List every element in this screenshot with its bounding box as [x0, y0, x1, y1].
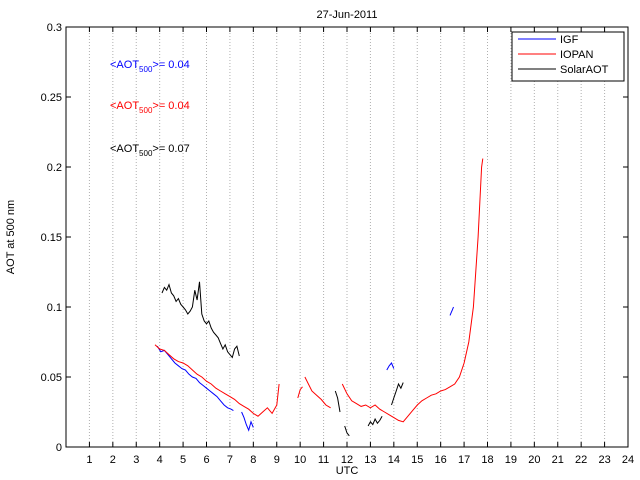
x-tick-label: 10: [294, 454, 306, 466]
x-tick-label: 22: [575, 454, 587, 466]
series-line-segment: [154, 344, 280, 417]
mean-aot-label: <AOT500>= 0.04: [110, 100, 190, 115]
axis-ticks: 1 2 3 4 5 6 7 8 9 10 11 12 13 14 15 16 17 18 19 20 21 22 23 240…: [41, 22, 635, 466]
series-line-segment: [304, 376, 331, 409]
x-tick-label: 7: [227, 454, 233, 466]
x-tick-label: 16: [435, 454, 447, 466]
x-tick-label: 12: [341, 454, 353, 466]
series-line-segment: [241, 411, 254, 432]
x-tick-label: 21: [552, 454, 564, 466]
y-tick-label: 0.15: [41, 232, 62, 244]
x-tick-label: 17: [458, 454, 470, 466]
series-line-segment: [367, 415, 383, 427]
series-line-segment: [334, 390, 341, 413]
x-tick-label: 15: [411, 454, 423, 466]
x-tick-label: 14: [388, 454, 400, 466]
series-line-segment: [297, 386, 303, 399]
x-tick-label: 18: [481, 454, 493, 466]
mean-aot-label: <AOT500>= 0.07: [110, 143, 190, 158]
series-line-segment: [161, 281, 240, 359]
legend-label-igf: IGF: [560, 34, 579, 46]
legend-label-solaraot: SolarAOT: [560, 64, 609, 76]
x-tick-label: 3: [133, 454, 139, 466]
series-iopan: [154, 158, 484, 423]
x-gridlines: [88, 27, 606, 447]
series-line-segment: [156, 345, 234, 412]
chart-title: 27-Jun-2011: [317, 9, 378, 21]
legend-label-iopan: IOPAN: [560, 49, 593, 61]
x-tick-label: 13: [364, 454, 376, 466]
series-line-segment: [391, 382, 404, 406]
mean-aot-annotations: <AOT500>= 0.04 <AOT500>= 0.04 <AOT500>= 0.…: [110, 59, 190, 158]
x-tick-label: 4: [157, 454, 163, 466]
y-tick-label: 0.1: [47, 302, 62, 314]
series-line-segment: [449, 306, 454, 316]
series-igf: [156, 306, 454, 432]
x-axis-label: UTC: [336, 465, 359, 477]
y-tick-label: 0.05: [41, 372, 62, 384]
y-tick-label: 0.3: [47, 22, 62, 34]
x-tick-label: 2: [110, 454, 116, 466]
series-line-segment: [386, 362, 395, 371]
series-line-segment: [344, 425, 350, 437]
y-axis-label: AOT at 500 nm: [5, 200, 17, 274]
series-lines: [154, 158, 484, 437]
x-tick-label: 1: [86, 454, 92, 466]
series-line-segment: [341, 158, 484, 423]
legend-box: [511, 31, 625, 82]
x-tick-label: 9: [274, 454, 280, 466]
y-tick-label: 0.2: [47, 162, 62, 174]
x-tick-label: 24: [622, 454, 634, 466]
legend: IGF IOPAN SolarAOT: [511, 31, 625, 82]
x-tick-label: 8: [250, 454, 256, 466]
y-tick-label: 0: [56, 442, 62, 454]
x-tick-label: 11: [318, 454, 329, 466]
x-tick-label: 6: [203, 454, 209, 466]
x-tick-label: 19: [505, 454, 517, 466]
x-tick-label: 20: [528, 454, 540, 466]
mean-aot-label: <AOT500>= 0.04: [110, 59, 190, 74]
x-tick-label: 5: [180, 454, 186, 466]
series-solaraot: [161, 281, 404, 437]
y-tick-label: 0.25: [41, 92, 62, 104]
x-tick-label: 23: [598, 454, 610, 466]
